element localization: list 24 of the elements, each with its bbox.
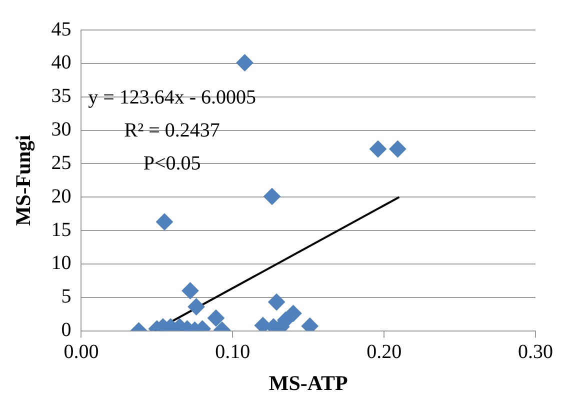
- annotation: P<0.05: [143, 152, 201, 174]
- point: [370, 140, 387, 158]
- y-axis-title: MS-Fungi: [11, 134, 36, 226]
- point: [156, 213, 173, 230]
- x-tick-label: 0.00: [64, 341, 99, 364]
- point: [389, 140, 406, 158]
- y-tick-label: 45: [51, 18, 72, 40]
- annotation: y = 123.64x - 6.0005: [88, 86, 256, 108]
- y-tick-label: 20: [51, 185, 72, 208]
- x-tick-label: 0.20: [366, 341, 402, 364]
- annotation: R² = 0.2437: [124, 119, 220, 142]
- y-tick-label: 5: [61, 286, 72, 308]
- y-tick-label: 35: [51, 85, 72, 108]
- point: [236, 54, 254, 72]
- x-axis-title: MS-ATP: [268, 370, 348, 395]
- x-tick-label: 0.30: [518, 341, 553, 364]
- y-tick-label: 30: [51, 118, 72, 141]
- y-tick-label: 25: [51, 152, 72, 174]
- x-tick-label: 0.10: [215, 341, 250, 364]
- y-tick-label: 15: [51, 218, 72, 241]
- y-tick-label: 40: [51, 52, 72, 74]
- y-tick-label: 0: [61, 319, 72, 342]
- y-tick-label: 10: [51, 252, 72, 274]
- point: [264, 188, 281, 205]
